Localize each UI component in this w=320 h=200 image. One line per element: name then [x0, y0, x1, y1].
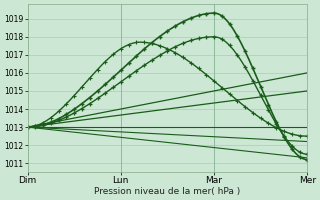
X-axis label: Pression niveau de la mer( hPa ): Pression niveau de la mer( hPa )	[94, 187, 241, 196]
